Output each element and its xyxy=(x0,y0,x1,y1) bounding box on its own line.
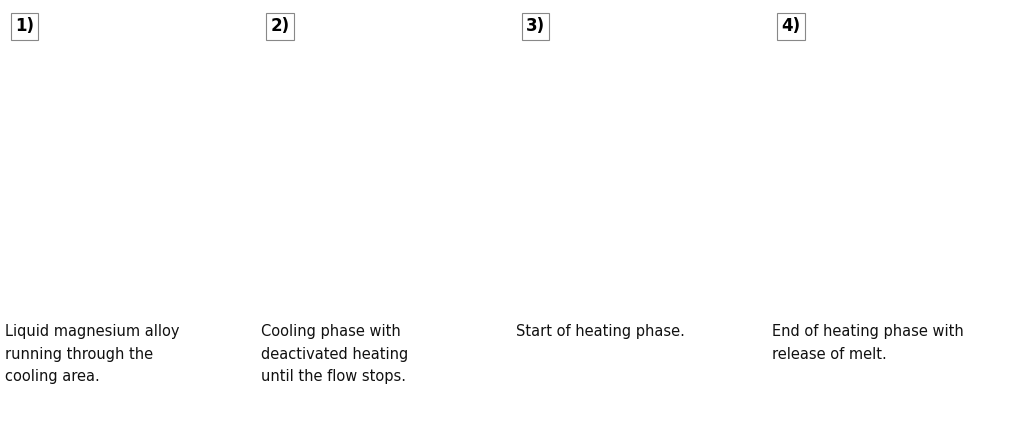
Text: Exiting CO₂: Exiting CO₂ xyxy=(301,127,369,222)
Text: Start of heating phase.: Start of heating phase. xyxy=(516,324,685,339)
Text: Melt: Melt xyxy=(113,231,171,266)
Text: 2): 2) xyxy=(270,17,290,36)
Text: 1): 1) xyxy=(15,17,34,36)
Text: Cooling phase with
deactivated heating
until the flow stops.: Cooling phase with deactivated heating u… xyxy=(260,324,408,384)
Text: Liquid magnesium alloy
running through the
cooling area.: Liquid magnesium alloy running through t… xyxy=(5,324,179,384)
Text: Melt: Melt xyxy=(858,221,906,257)
Text: End of heating phase with
release of melt.: End of heating phase with release of mel… xyxy=(772,324,964,361)
Text: 3): 3) xyxy=(526,17,545,36)
Text: 4): 4) xyxy=(781,17,801,36)
